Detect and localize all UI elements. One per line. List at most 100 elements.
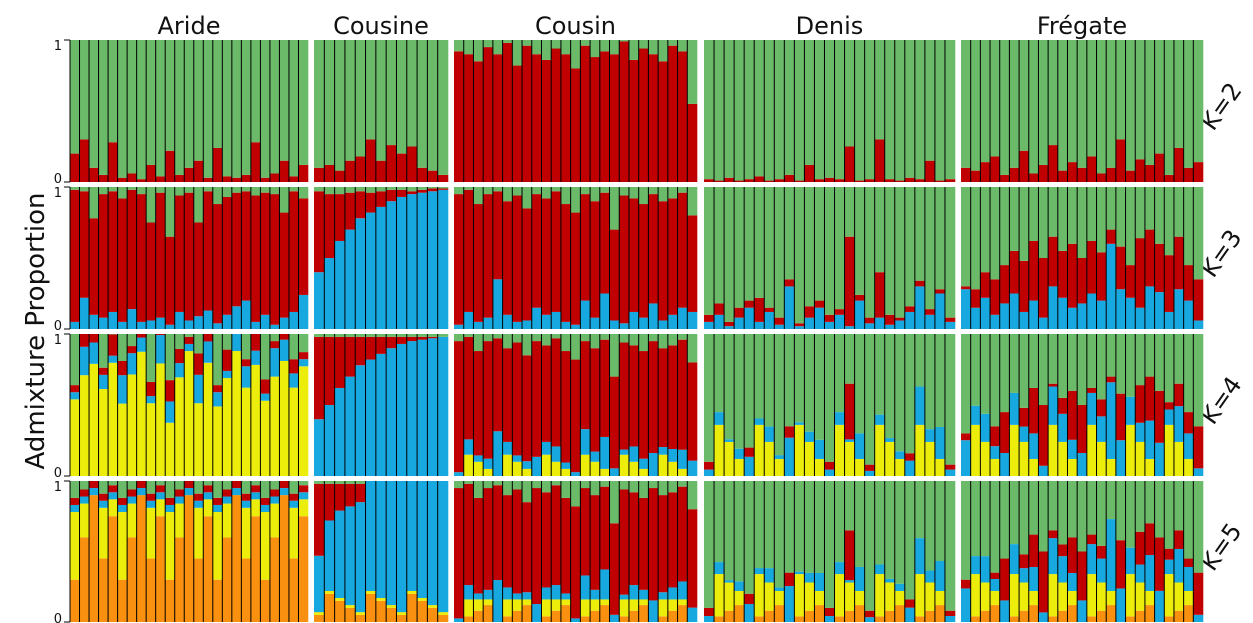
bar-segment-p4-k5-i18-s1 [1135, 582, 1146, 611]
bar-segment-p4-k5-i13-s2 [1086, 544, 1097, 575]
bar-segment-p2-k5-i0-s3 [454, 488, 465, 619]
bar-segment-p3-k5-i16-s3 [864, 610, 875, 618]
bar-segment-p2-k5-i3-s0 [483, 605, 494, 622]
island-title-2: Cousine [333, 12, 429, 40]
bar-segment-p2-k4-i0-s2 [454, 341, 465, 473]
bar-segment-p3-k2-i1-s1 [714, 40, 725, 181]
bar-segment-p3-k4-i8-s1 [784, 437, 795, 476]
bar-segment-p3-k3-i6-s2 [764, 187, 775, 308]
bar-segment-p2-k5-i6-s4 [512, 481, 523, 490]
bar-segment-p0-k3-i13-s0 [193, 316, 204, 329]
bar-segment-p0-k4-i24-s2 [298, 352, 309, 360]
bar-segment-p2-k5-i9-s1 [541, 599, 552, 617]
bar-segment-p3-k2-i4-s0 [744, 179, 755, 182]
bar-segment-p4-k5-i10-s0 [1057, 610, 1068, 622]
bar-segment-p0-k5-i21-s4 [269, 481, 280, 490]
bar-segment-p2-k4-i20-s2 [648, 341, 659, 453]
bar-segment-p4-k3-i8-s2 [1038, 187, 1049, 258]
bar-segment-p0-k4-i11-s0 [174, 377, 185, 476]
bar-segment-p1-k4-i5-s2 [365, 336, 377, 360]
bar-segment-p4-k3-i16-s0 [1115, 289, 1126, 329]
bar-segment-p0-k5-i12-s0 [184, 495, 195, 622]
bar-segment-p4-k3-i21-s1 [1164, 255, 1175, 312]
bar-segment-p4-k2-i16-s0 [1115, 139, 1126, 182]
bar-segment-p2-k3-i2-s1 [473, 204, 484, 322]
bar-segment-p0-k4-i22-s2 [279, 334, 290, 340]
bar-segment-p3-k4-i6-s1 [764, 426, 775, 442]
bar-segment-p2-k5-i21-s2 [658, 592, 669, 600]
bar-segment-p0-k4-i8-s1 [146, 396, 156, 404]
bar-segment-p1-k2-i11-s1 [427, 40, 438, 171]
bar-segment-p2-k2-i20-s1 [648, 40, 659, 55]
bar-segment-p4-k2-i2-s1 [980, 40, 991, 163]
bar-segment-p4-k5-i4-s4 [999, 481, 1010, 559]
bar-segment-p4-k2-i20-s0 [1154, 153, 1165, 182]
bar-segment-p3-k4-i11-s1 [814, 439, 825, 459]
bar-segment-p1-k5-i10-s1 [417, 598, 428, 601]
bar-segment-p0-k3-i17-s1 [231, 192, 242, 307]
bar-segment-p4-k5-i3-s4 [990, 481, 1001, 573]
bar-segment-p2-k4-i24-s1 [687, 460, 698, 476]
bar-segment-p2-k4-i20-s3 [648, 334, 659, 342]
bar-segment-p4-k5-i14-s3 [1096, 545, 1107, 559]
bar-segment-p0-k4-i21-s3 [269, 334, 280, 342]
bar-segment-p4-k3-i15-s1 [1106, 229, 1117, 244]
bar-segment-p0-k4-i18-s0 [241, 387, 252, 476]
bar-segment-p2-k5-i22-s1 [667, 599, 678, 611]
bar-segment-p3-k4-i18-s3 [884, 334, 896, 439]
bar-segment-p4-k3-i12-s1 [1077, 258, 1088, 304]
bar-segment-p2-k4-i3-s2 [483, 341, 494, 459]
bar-segment-p4-k4-i16-s3 [1115, 334, 1126, 394]
bar-segment-p2-k5-i19-s1 [638, 599, 649, 606]
bar-segment-p1-k2-i6-s1 [375, 40, 387, 161]
bar-segment-p0-k3-i10-s1 [165, 236, 176, 325]
bar-segment-p0-k5-i20-s3 [260, 497, 271, 505]
bar-segment-p2-k4-i24-s2 [687, 362, 698, 461]
bar-segment-p0-k4-i3-s1 [98, 374, 109, 390]
bar-segment-p0-k5-i0-s3 [70, 497, 80, 505]
bar-segment-p3-k4-i19-s3 [894, 334, 906, 452]
bar-segment-p4-k3-i2-s1 [980, 272, 991, 298]
bar-segment-p3-k3-i9-s0 [794, 326, 805, 329]
bar-segment-p4-k3-i22-s0 [1173, 289, 1184, 329]
bar-segment-p2-k4-i10-s1 [551, 446, 562, 462]
bar-segment-p4-k3-i23-s2 [1183, 187, 1194, 266]
bar-segment-p1-k5-i6-s0 [375, 600, 387, 622]
bar-segment-p2-k3-i14-s2 [590, 187, 601, 202]
bar-segment-p2-k3-i14-s0 [590, 317, 601, 329]
bar-segment-p4-k4-i2-s1 [980, 413, 991, 442]
bar-segment-p3-k3-i5-s0 [754, 321, 765, 329]
bar-segment-p3-k2-i22-s1 [924, 40, 936, 161]
bar-segment-p0-k3-i4-s1 [108, 191, 118, 312]
bar-segment-p3-k3-i7-s1 [774, 317, 785, 325]
bar-segment-p4-k4-i18-s3 [1135, 334, 1146, 386]
bar-segment-p3-k3-i16-s0 [864, 323, 875, 329]
bar-segment-p2-k4-i5-s3 [502, 334, 513, 349]
bar-segment-p3-k5-i0-s4 [704, 481, 715, 608]
bar-segment-p3-k5-i3-s1 [734, 590, 745, 606]
bar-segment-p2-k2-i5-s0 [502, 42, 513, 183]
bar-segment-p0-k3-i20-s0 [260, 314, 271, 329]
bar-segment-p0-k3-i11-s0 [174, 311, 185, 329]
bar-segment-p2-k2-i11-s1 [560, 40, 571, 55]
bar-segment-p2-k4-i21-s1 [658, 447, 669, 455]
bar-segment-p0-k2-i11-s1 [174, 40, 185, 175]
bar-segment-p4-k5-i2-s0 [980, 610, 991, 622]
bar-segment-p2-k5-i9-s4 [541, 481, 552, 493]
bar-segment-p1-k2-i12-s0 [437, 174, 449, 182]
bar-segment-p4-k5-i16-s3 [1115, 540, 1126, 589]
bar-segment-p2-k2-i16-s0 [609, 54, 620, 183]
bar-segment-p3-k4-i7-s3 [774, 334, 785, 456]
bar-segment-p2-k5-i1-s2 [463, 585, 474, 600]
bar-segment-p2-k3-i3-s1 [483, 194, 494, 318]
bar-segment-p3-k2-i8-s1 [784, 40, 795, 175]
bar-segment-p1-k4-i12-s1 [437, 336, 449, 476]
bar-segment-p4-k4-i23-s0 [1183, 458, 1194, 476]
bar-segment-p3-k2-i7-s1 [774, 40, 785, 180]
bar-segment-p4-k3-i4-s2 [999, 187, 1010, 266]
bar-segment-p4-k5-i1-s2 [970, 556, 981, 575]
bar-segment-p2-k2-i12-s1 [570, 40, 581, 69]
bar-segment-p2-k4-i1-s1 [463, 439, 474, 455]
y-tick-0-row1: 0 [54, 172, 62, 187]
bar-segment-p3-k4-i20-s3 [904, 334, 916, 454]
